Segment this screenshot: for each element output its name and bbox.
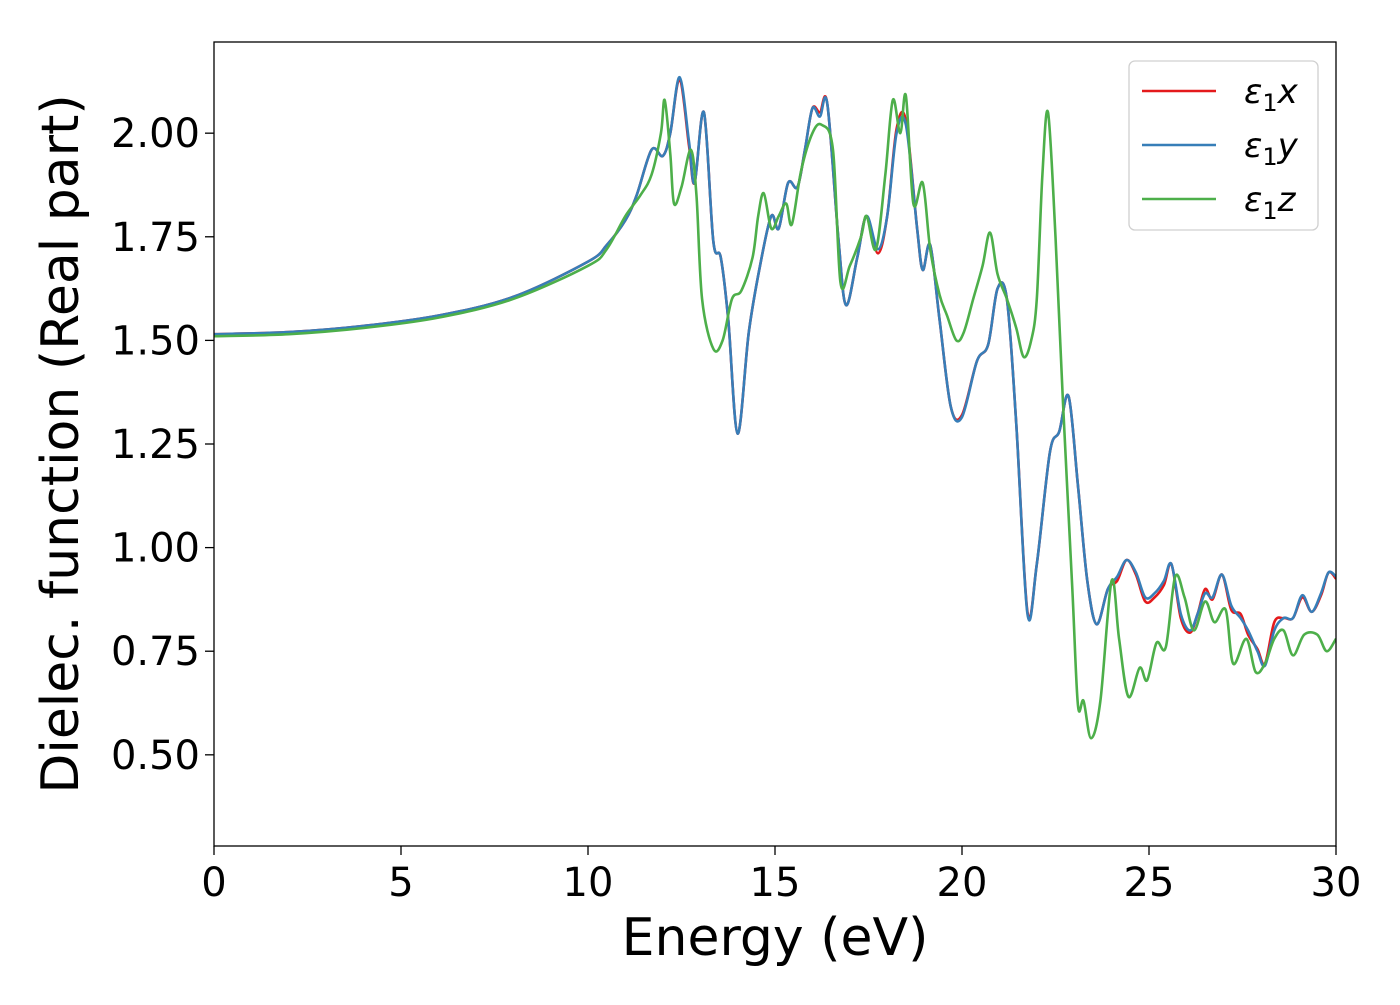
x-tick-label: 5 <box>388 860 413 906</box>
x-tick-label: 15 <box>750 860 801 906</box>
y-axis: 0.50 0.75 1.00 1.25 1.50 1.75 2.00 <box>111 111 214 779</box>
legend-label-2: ε1y <box>1244 126 1299 171</box>
y-tick-label: 1.25 <box>111 422 200 468</box>
legend: ε1x ε1y ε1z <box>1128 60 1319 231</box>
y-tick-label: 0.75 <box>111 629 200 675</box>
x-tick-label: 20 <box>937 860 988 906</box>
y-tick-label: 2.00 <box>111 111 200 157</box>
y-tick-label: 1.50 <box>111 318 200 364</box>
x-axis: 0 5 10 15 20 25 30 <box>201 846 1361 906</box>
series-line-3 <box>214 92 1336 740</box>
x-tick-label: 25 <box>1124 860 1175 906</box>
y-tick-label: 1.75 <box>111 215 200 261</box>
legend-box <box>1128 60 1319 231</box>
y-tick-label: 1.00 <box>111 526 200 572</box>
x-tick-label: 0 <box>201 860 226 906</box>
legend-label-1: ε1x <box>1244 72 1299 117</box>
y-axis-title: Dielec. function (Real part) <box>31 94 91 793</box>
y-tick-label: 0.50 <box>111 733 200 779</box>
x-axis-title: Energy (eV) <box>622 908 929 968</box>
x-tick-label: 30 <box>1311 860 1362 906</box>
legend-label-3: ε1z <box>1244 180 1297 225</box>
x-tick-label: 10 <box>563 860 614 906</box>
